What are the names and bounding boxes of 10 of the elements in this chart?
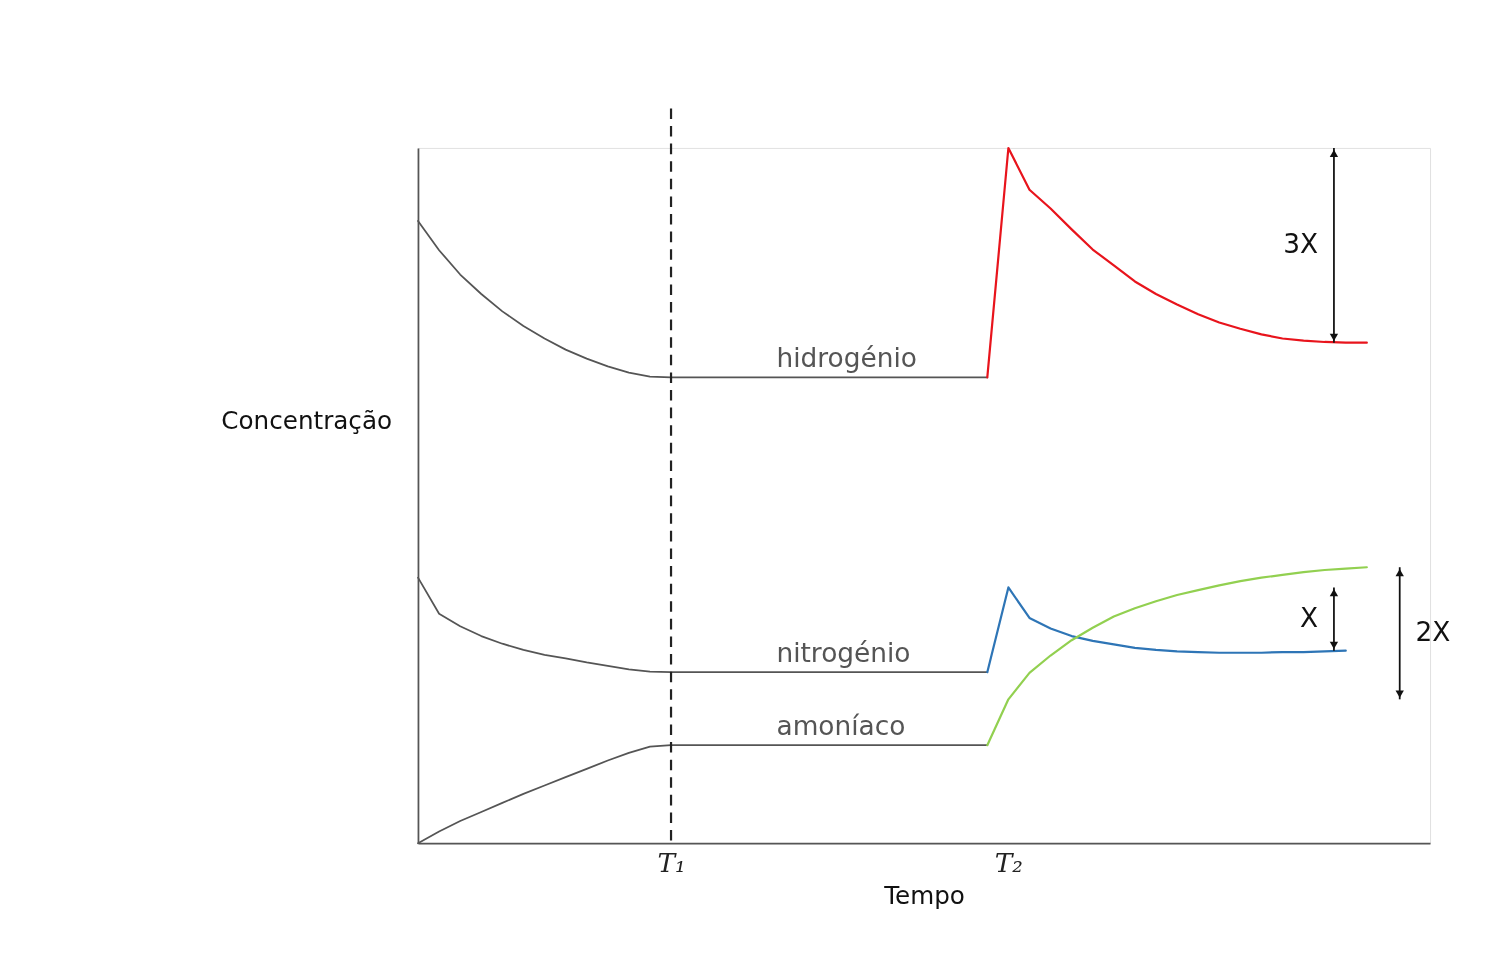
x-axis-title: Tempo bbox=[883, 880, 965, 910]
series-label: nitrogénio bbox=[776, 636, 911, 668]
series-label: amoníaco bbox=[776, 709, 906, 741]
series-label: hidrogénio bbox=[776, 341, 917, 373]
x-tick-label: T₁ bbox=[657, 846, 686, 878]
y-axis-title: Concentração bbox=[221, 406, 393, 436]
annotation: 2X bbox=[1415, 616, 1451, 648]
annotation: 3X bbox=[1283, 228, 1319, 260]
annotation: X bbox=[1300, 601, 1319, 633]
x-tick-label: T₂ bbox=[994, 846, 1023, 878]
